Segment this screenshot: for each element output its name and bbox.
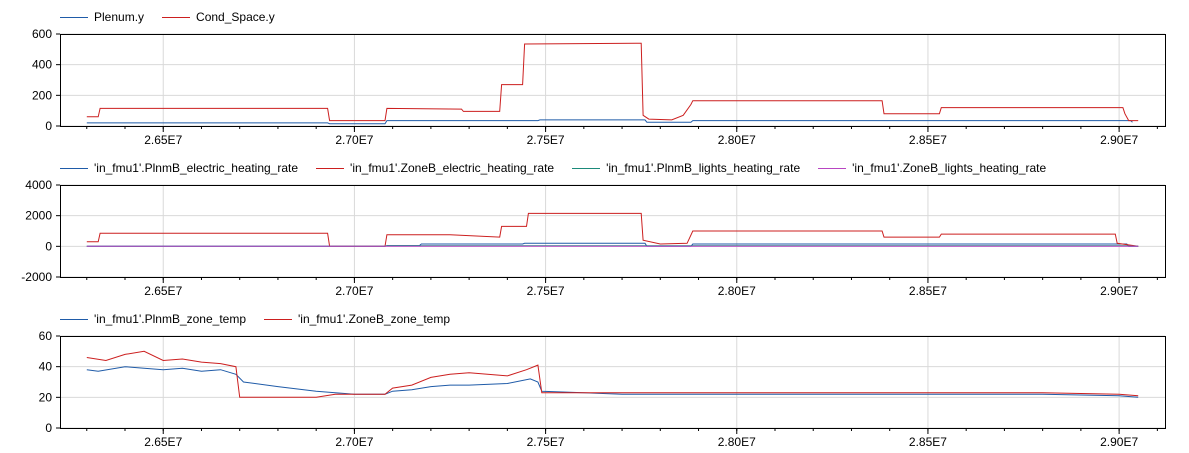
- legend-label: 'in_fmu1'.PlnmB_zone_temp: [94, 312, 246, 326]
- x-tick-label: 2.70E7: [335, 435, 373, 449]
- legend-item: 'in_fmu1'.ZoneB_zone_temp: [264, 312, 450, 326]
- series-line-2: [86, 42, 1139, 122]
- y-tick-label: 0: [45, 239, 52, 253]
- y-tick-label: 4000: [25, 178, 52, 192]
- legend-swatch-zoneb-temp: [264, 318, 292, 320]
- x-tick-label: 2.65E7: [144, 133, 182, 147]
- x-tick-label: 2.85E7: [909, 284, 947, 298]
- legend-label: 'in_fmu1'.PlnmB_electric_heating_rate: [94, 161, 299, 175]
- legend-label: 'in_fmu1'.ZoneB_lights_heating_rate: [852, 161, 1047, 175]
- x-tick-label: 2.75E7: [527, 284, 565, 298]
- y-tick-label: 20: [39, 390, 53, 404]
- x-tick-label: 2.70E7: [335, 133, 373, 147]
- legend-swatch-zoneb-electric: [316, 167, 345, 169]
- y-tick-label: 40: [39, 360, 53, 374]
- x-tick-label: 2.80E7: [718, 133, 756, 147]
- legend-label: Plenum.y: [94, 10, 145, 24]
- y-tick-label: 60: [39, 329, 53, 343]
- legend-label: 'in_fmu1'.ZoneB_electric_heating_rate: [350, 161, 555, 175]
- chart-3: 0 20 40 60 2.65E7 2.70E7 2.75E7 2.80E7 2.85E7 2.9…: [39, 329, 1166, 449]
- x-tick-label: 2.85E7: [909, 435, 947, 449]
- legend-chart-1: Plenum.y Cond_Space.y: [60, 10, 293, 24]
- y-tick-label: 200: [32, 88, 52, 102]
- legend-chart-2: 'in_fmu1'.PlnmB_electric_heating_rate 'i…: [60, 161, 1064, 175]
- x-tick-label: 2.75E7: [527, 435, 565, 449]
- legend-swatch-cond-space: [162, 16, 191, 18]
- series-line-2: [86, 212, 1139, 247]
- legend-item: 'in_fmu1'.PlnmB_lights_heating_rate: [572, 161, 800, 175]
- chart-1: 0 200 400 600 2.65E7 2.70E7 2.75E7 2.80E7 2.85E7…: [32, 27, 1166, 147]
- legend-swatch-plenum: [60, 16, 88, 18]
- series-line-1: [86, 366, 1139, 398]
- legend-chart-3: 'in_fmu1'.PlnmB_zone_temp 'in_fmu1'.Zone…: [60, 312, 468, 326]
- legend-label: Cond_Space.y: [196, 10, 275, 24]
- legend-item: 'in_fmu1'.ZoneB_lights_heating_rate: [818, 161, 1046, 175]
- y-tick-label: 0: [45, 119, 52, 133]
- x-tick-label: 2.65E7: [144, 435, 182, 449]
- x-tick-label: 2.75E7: [527, 133, 565, 147]
- x-tick-label: 2.85E7: [909, 133, 947, 147]
- legend-item: 'in_fmu1'.ZoneB_electric_heating_rate: [316, 161, 554, 175]
- legend-item: 'in_fmu1'.PlnmB_electric_heating_rate: [60, 161, 298, 175]
- y-tick-label: 600: [32, 27, 52, 41]
- y-tick-label: 400: [32, 58, 52, 72]
- chart-2: -2000 0 2000 4000 2.65E7 2.70E7 2.75E7 2.80E7 2.…: [21, 178, 1166, 298]
- series-line-2: [86, 350, 1139, 398]
- legend-swatch-plnmb-lights: [572, 167, 601, 169]
- y-tick-label: -2000: [21, 270, 52, 284]
- legend-label: 'in_fmu1'.ZoneB_zone_temp: [298, 312, 451, 326]
- plot-frame: [60, 336, 1166, 429]
- plot-frame: [60, 185, 1166, 278]
- x-tick-label: 2.90E7: [1100, 133, 1138, 147]
- legend-swatch-plnmb-temp: [60, 318, 88, 320]
- legend-swatch-plnmb-electric: [60, 167, 88, 169]
- plot-frame: [60, 34, 1166, 127]
- y-tick-label: 2000: [25, 209, 52, 223]
- x-tick-label: 2.90E7: [1100, 284, 1138, 298]
- legend-label: 'in_fmu1'.PlnmB_lights_heating_rate: [606, 161, 801, 175]
- legend-item: Cond_Space.y: [162, 10, 275, 24]
- x-tick-label: 2.80E7: [718, 435, 756, 449]
- legend-item: 'in_fmu1'.PlnmB_zone_temp: [60, 312, 246, 326]
- series-line-1: [86, 119, 1133, 125]
- x-tick-label: 2.90E7: [1100, 435, 1138, 449]
- legend-swatch-zoneb-lights: [818, 167, 847, 169]
- x-tick-label: 2.70E7: [335, 284, 373, 298]
- x-tick-label: 2.80E7: [718, 284, 756, 298]
- x-tick-label: 2.65E7: [144, 284, 182, 298]
- y-tick-label: 0: [45, 421, 52, 435]
- legend-item: Plenum.y: [60, 10, 144, 24]
